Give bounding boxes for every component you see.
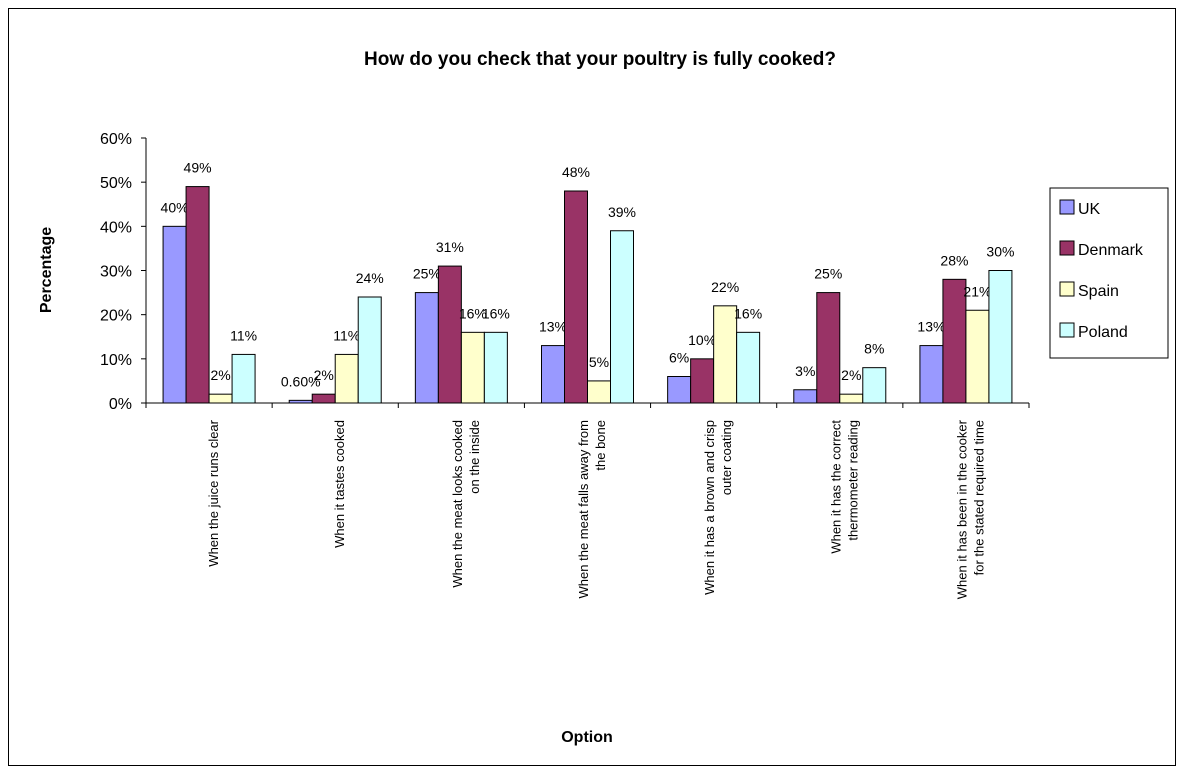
data-label: 2% <box>210 367 230 383</box>
data-label: 6% <box>669 350 689 366</box>
bar-spain <box>587 380 611 404</box>
bar-spain <box>965 309 990 404</box>
x-category-label-line: When it has a brown and crisp <box>702 420 717 595</box>
plot-area: 0% 10% 20% 30% 40% 50% 60% 40% 0.60% 25% 13% 6% 3% 13… <box>100 131 1030 599</box>
bar-uk <box>667 376 692 404</box>
bar-uk <box>162 225 187 404</box>
x-category-label-line: When it has the correct <box>828 420 843 554</box>
bar-poland <box>988 270 1013 404</box>
bar-uk <box>288 399 313 404</box>
bar-uk <box>919 345 944 404</box>
bar-poland <box>610 230 634 404</box>
data-label: 39% <box>608 204 636 220</box>
bar-denmark <box>311 393 336 404</box>
legend-item-uk: UK <box>1078 201 1101 218</box>
data-label: 40% <box>161 199 189 215</box>
legend-swatch <box>1059 281 1075 297</box>
data-label: 8% <box>864 341 884 357</box>
bar-denmark <box>816 292 841 404</box>
bar-uk <box>414 292 439 404</box>
x-category-label-line: When it tastes cooked <box>332 420 347 548</box>
bar-poland <box>357 296 382 404</box>
y-tick-label: 20% <box>100 308 132 325</box>
legend: UK Denmark Spain Poland <box>1049 187 1169 359</box>
legend-item-denmark: Denmark <box>1078 242 1144 259</box>
data-label: 2% <box>841 367 861 383</box>
data-label: 16% <box>459 305 487 321</box>
data-label: 10% <box>688 332 716 348</box>
data-label: 13% <box>917 319 945 335</box>
y-tick-label: 60% <box>100 131 132 148</box>
x-category-label-line: When the meat looks cooked <box>450 420 465 588</box>
legend-swatch <box>1059 240 1075 256</box>
bar-poland <box>483 331 508 404</box>
data-label: 30% <box>986 244 1014 260</box>
data-label: 25% <box>413 266 441 282</box>
legend-swatch <box>1059 199 1075 215</box>
bar-denmark <box>564 190 588 404</box>
x-category-label-line: on the inside <box>467 420 482 494</box>
bar-denmark <box>437 265 462 404</box>
x-category-label-line: When the juice runs clear <box>206 419 221 566</box>
x-category-label: When it has the correct thermometer readi… <box>828 420 860 554</box>
data-label: 22% <box>711 279 739 295</box>
bar-denmark <box>185 186 210 404</box>
data-label: 28% <box>940 252 968 268</box>
data-label: 3% <box>795 363 815 379</box>
x-category-label-line: the bone <box>593 420 608 471</box>
y-tick-label: 50% <box>100 175 132 192</box>
bar-spain <box>839 393 864 404</box>
legend-item-spain: Spain <box>1078 283 1119 300</box>
y-tick-label: 10% <box>100 352 132 369</box>
data-label: 31% <box>436 239 464 255</box>
x-category-label: When it tastes cooked <box>332 420 347 548</box>
data-label: 25% <box>814 266 842 282</box>
x-category-label: When the meat looks cooked on the inside <box>450 420 482 588</box>
data-label: 24% <box>356 270 384 286</box>
y-tick-label: 30% <box>100 264 132 281</box>
data-label: 13% <box>539 319 567 335</box>
x-category-label-line: thermometer reading <box>845 420 860 541</box>
chart-title: How do you check that your poultry is fu… <box>364 49 836 70</box>
legend-item-poland: Poland <box>1078 324 1128 341</box>
data-label: 16% <box>734 305 762 321</box>
data-label: 48% <box>562 164 590 180</box>
data-label: 5% <box>589 354 609 370</box>
bar-uk <box>793 389 818 404</box>
x-category-label: When the meat falls away from the bone <box>576 420 608 598</box>
data-label: 16% <box>482 305 510 321</box>
data-label: 11% <box>333 327 360 343</box>
x-axis-label: Option <box>561 729 613 746</box>
bar-poland <box>231 353 256 404</box>
y-axis-label: Percentage <box>38 227 55 313</box>
x-category-label-line: for the stated required time <box>971 420 986 575</box>
bar-spain <box>334 353 359 404</box>
data-label: 11% <box>230 327 257 343</box>
x-category-label-line: When the meat falls away from <box>576 420 591 598</box>
bar-poland <box>736 331 761 404</box>
bar-poland <box>862 367 887 404</box>
data-label: 21% <box>963 283 991 299</box>
x-category-label: When the juice runs clear <box>206 419 221 566</box>
x-category-label-line: When it has been in the cooker <box>954 419 969 599</box>
x-category-label: When it has a brown and crisp outer coati… <box>702 420 734 595</box>
data-label: 49% <box>184 160 212 176</box>
legend-swatch <box>1059 322 1075 338</box>
bar-uk <box>541 345 565 404</box>
data-label: 0.60% <box>281 373 321 389</box>
x-category-label-line: outer coating <box>719 420 734 495</box>
x-category-label: When it has been in the cooker for the st… <box>954 419 986 599</box>
y-tick-label: 40% <box>100 219 132 236</box>
bar-spain <box>208 393 233 404</box>
y-tick-label: 0% <box>109 396 132 413</box>
bar-denmark <box>690 358 715 404</box>
bar-spain <box>460 331 485 404</box>
data-label: 2% <box>314 367 334 383</box>
